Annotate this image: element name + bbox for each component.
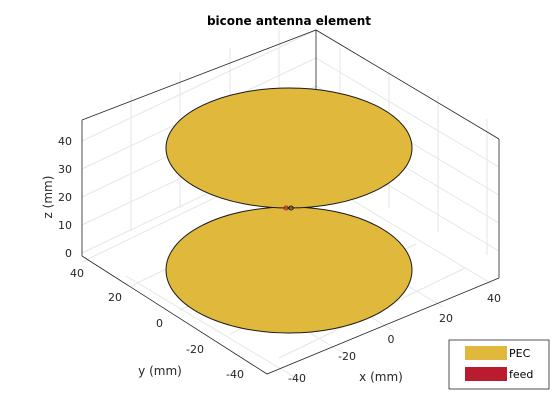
y-tick-label: -20: [186, 343, 204, 356]
y-axis-label: y (mm): [138, 364, 182, 378]
feed-point: [283, 205, 294, 211]
legend: PEC feed: [448, 339, 550, 390]
z-tick-label: 20: [58, 191, 72, 204]
x-axis-label: x (mm): [359, 370, 403, 384]
y-tick-label: 20: [108, 291, 122, 304]
x-tick-label: -20: [338, 350, 356, 363]
legend-swatch-pec: [465, 346, 507, 360]
legend-label-pec: PEC: [509, 347, 531, 360]
z-tick-label: 0: [65, 247, 72, 260]
y-tick-label: -40: [226, 368, 244, 381]
x-tick-label: 40: [487, 292, 501, 305]
y-tick-label: 0: [156, 317, 163, 330]
y-tick-label: 40: [70, 267, 84, 280]
legend-swatch-feed: [465, 367, 507, 381]
legend-label-feed: feed: [509, 368, 533, 381]
x-tick-label: 20: [439, 312, 453, 325]
z-tick-label: 40: [58, 135, 72, 148]
z-tick-label: 10: [58, 219, 72, 232]
z-axis-label: z (mm): [41, 176, 55, 219]
y-axis-ticks: 40 20 0 -20 -40: [70, 267, 244, 381]
x-tick-label: 0: [388, 333, 395, 346]
figure-title: bicone antenna element: [207, 14, 371, 28]
bottom-cone-disk: [165, 206, 413, 334]
top-cone-disk: [165, 87, 413, 209]
x-axis-ticks: -40 -20 0 20 40: [288, 292, 501, 385]
z-axis-ticks: 0 10 20 30 40: [58, 135, 72, 260]
x-tick-label: -40: [288, 372, 306, 385]
z-tick-label: 30: [58, 163, 72, 176]
